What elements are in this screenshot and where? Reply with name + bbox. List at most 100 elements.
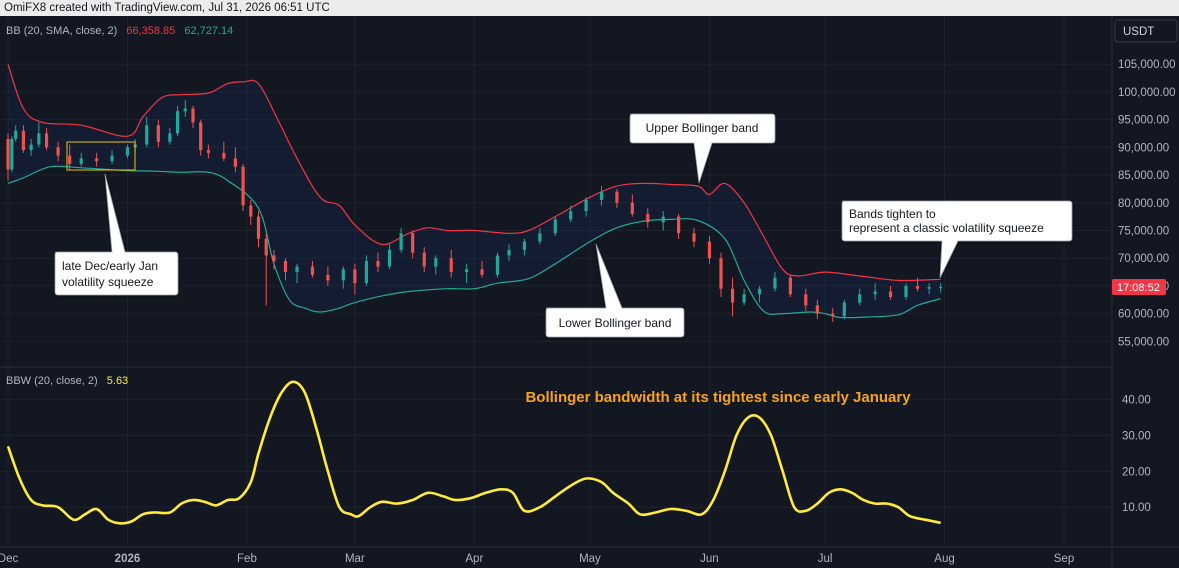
candle-body [168, 133, 172, 142]
time-tick-label: Apr [465, 553, 483, 565]
candle-body [584, 200, 588, 212]
time-tick-label: Dec [0, 553, 18, 565]
attribution-bar: OmiFX8 created with TradingView.com, Jul… [0, 0, 1179, 16]
candle-body [199, 122, 203, 151]
candle-body [10, 139, 14, 170]
candle-body [873, 291, 877, 295]
bb-upper-value: 66,358.85 [126, 25, 175, 37]
candle [553, 216, 557, 237]
candle [584, 197, 588, 217]
candle-body [858, 294, 862, 303]
candle [449, 249, 453, 278]
time-tick-label: Sep [1054, 553, 1074, 565]
candle [757, 285, 762, 303]
candle [676, 213, 681, 239]
candle [206, 144, 211, 159]
candle [434, 255, 438, 275]
candle [646, 208, 650, 228]
candle [68, 144, 72, 170]
candle [353, 263, 357, 295]
candle [661, 211, 665, 231]
candle [264, 233, 268, 306]
candle [168, 127, 172, 145]
candle [233, 147, 237, 173]
price-tick-label: 70,000.00 [1118, 253, 1169, 265]
candle-body [692, 233, 696, 242]
candle [191, 105, 195, 128]
candle-body [29, 144, 33, 151]
bbw-tick-label: 40.00 [1122, 395, 1151, 407]
squeeze-highlight-box [66, 141, 136, 171]
candle [815, 299, 819, 320]
candle-body [222, 152, 226, 159]
candle-body [125, 147, 130, 156]
candle [630, 194, 634, 217]
candle-body [842, 302, 846, 317]
candle-body [399, 233, 403, 250]
last-price-tag-label: 17:08:52 [1117, 282, 1160, 294]
candle [495, 252, 500, 278]
candle [29, 139, 33, 156]
candle [831, 308, 835, 322]
candle-body [927, 287, 931, 289]
candle [465, 263, 469, 284]
candle-body [295, 266, 299, 273]
bbw-axis[interactable]: 10.00 20.00 30.00 40.00 [1122, 395, 1151, 514]
candle [719, 252, 723, 298]
candle-body [95, 158, 99, 162]
candle-body [364, 260, 369, 284]
time-axis[interactable]: Dec 2026 Feb Mar Apr May Jun Jul Aug Sep [0, 553, 1074, 565]
candle-body [14, 130, 18, 140]
candle-body [730, 288, 735, 303]
candle [707, 236, 712, 264]
candle-body [145, 125, 149, 145]
candle-body [831, 313, 835, 317]
time-tick-label: Aug [934, 553, 954, 565]
candle-body [599, 191, 604, 200]
chart-canvas[interactable]: 55,000.0060,000.0065,000.0070,000.0075,0… [0, 16, 1179, 568]
candle-body [283, 260, 288, 273]
candle [310, 260, 315, 278]
currency-button[interactable] [1114, 19, 1178, 43]
candle-body [68, 155, 72, 164]
candle [615, 188, 619, 209]
candle [773, 272, 777, 292]
candle-body [773, 277, 777, 289]
candle [422, 247, 426, 273]
bbw-legend[interactable]: BBW (20, close, 2) 5.63 [6, 375, 128, 387]
candle-body [156, 125, 160, 142]
candle-body [434, 258, 438, 267]
candle [399, 227, 403, 253]
candle-body [353, 269, 357, 284]
candle [283, 258, 288, 281]
price-tick-label: 60,000.00 [1118, 309, 1169, 321]
candle-body [465, 269, 469, 273]
lower-bollinger-band-line [7, 165, 941, 319]
bb-legend[interactable]: BB (20, SMA, close, 2) 66,358.85 62,727.… [6, 25, 233, 37]
candle [125, 144, 130, 159]
candle [110, 150, 114, 164]
price-tick-label: 105,000.00 [1118, 59, 1176, 71]
candle-body [804, 294, 808, 306]
candle [10, 136, 14, 173]
candle [692, 227, 696, 248]
left-squeeze-callout-line2: volatility squeeze [62, 275, 154, 289]
candle-body [915, 285, 920, 289]
price-axis[interactable]: 55,000.0060,000.0065,000.0070,000.0075,0… [1118, 59, 1176, 348]
lower-band-callout [545, 243, 685, 338]
candle-body [411, 233, 415, 253]
candle-body [44, 133, 49, 148]
candle [183, 100, 187, 117]
right-squeeze-callout [841, 200, 1073, 279]
last-price-tag [1112, 279, 1166, 296]
candle [6, 133, 10, 181]
time-tick-label: Jul [818, 553, 833, 565]
candle-body [815, 305, 819, 314]
candle-body [56, 147, 60, 156]
candle [522, 238, 527, 256]
bbw-tick-label: 30.00 [1122, 431, 1151, 443]
candle-body [256, 216, 261, 239]
upper-band-callout [629, 113, 776, 184]
right-squeeze-callout-line1: Bands tighten to [849, 207, 936, 221]
